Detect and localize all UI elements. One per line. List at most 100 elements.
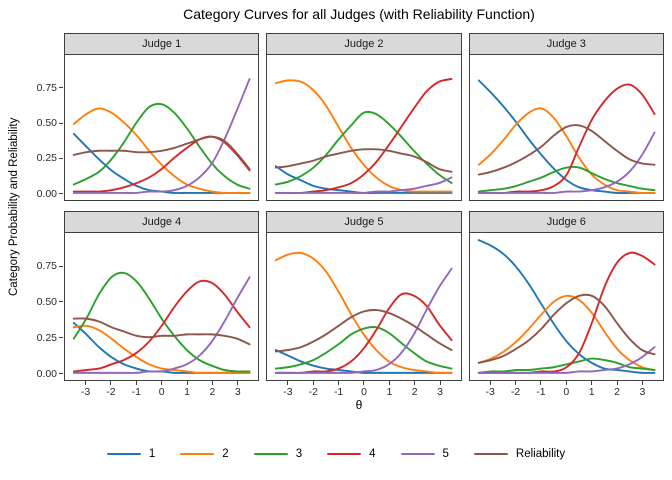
curve-judge-3-reliability — [477, 124, 656, 176]
panel-judge-6-canvas — [477, 239, 656, 374]
curve-judge-5-2 — [275, 251, 453, 374]
y-tick-mark — [59, 122, 63, 124]
x-tick-mark — [363, 381, 365, 385]
x-tick-label: -3 — [283, 386, 293, 398]
x-tick-mark — [338, 381, 340, 385]
x-tick-label: 1 — [386, 386, 393, 398]
facet-strip-judge-4: Judge 4 — [64, 211, 260, 233]
x-tick-label: 3 — [639, 386, 646, 398]
y-tick-mark — [59, 337, 63, 339]
facet-strip-judge-1: Judge 1 — [64, 33, 260, 55]
legend-item-1: 1 — [106, 448, 156, 460]
y-tick-label: 0.50 — [36, 117, 57, 130]
panel-judge-6 — [468, 233, 664, 381]
curve-judge-1-3 — [72, 102, 251, 190]
legend: 1 2 3 4 5 Reliability — [0, 443, 672, 465]
x-tick-label: 0 — [361, 386, 367, 398]
y-tick-label: 0.25 — [36, 331, 57, 344]
curve-judge-6-reliability — [477, 293, 656, 364]
y-tick-mark — [59, 193, 63, 195]
curve-judge-5-3 — [275, 326, 453, 370]
panel-judge-1 — [64, 55, 260, 201]
x-tick-label: 3 — [437, 386, 444, 398]
curve-judge-3-3 — [477, 166, 656, 193]
y-tick-label: 0.75 — [36, 81, 57, 94]
facet-judge-6: Judge 6 — [468, 211, 664, 381]
y-tick-label: 0.00 — [36, 367, 57, 380]
x-tick-mark — [641, 381, 643, 385]
legend-line-swatch — [180, 452, 215, 456]
legend-item-2: 2 — [180, 448, 229, 460]
legend-label: 4 — [369, 448, 376, 460]
x-tick-mark — [161, 381, 163, 385]
curve-judge-2-reliability — [275, 148, 453, 173]
x-axis-title: θ — [355, 398, 363, 412]
panel-judge-2-canvas — [275, 78, 453, 194]
curve-judge-6-1 — [477, 239, 656, 374]
legend-item-4: 4 — [327, 448, 376, 460]
x-tick-mark — [312, 381, 314, 385]
curve-judge-4-5 — [72, 276, 251, 374]
legend-item-3: 3 — [253, 448, 303, 460]
curve-judge-4-4 — [72, 279, 251, 373]
facet-judge-3: Judge 3 — [468, 33, 664, 201]
curve-judge-4-2 — [72, 324, 251, 374]
curve-judge-4-reliability — [72, 317, 251, 346]
curve-judge-3-5 — [477, 131, 656, 194]
x-tick-mark — [211, 381, 213, 385]
x-tick-mark — [186, 381, 188, 385]
curve-judge-5-reliability — [275, 309, 453, 353]
x-tick-label: 2 — [209, 386, 216, 398]
legend-line-swatch — [400, 452, 435, 456]
curve-judge-2-1 — [275, 165, 453, 194]
x-tick-label: -2 — [106, 386, 116, 398]
curve-judge-1-2 — [72, 107, 251, 194]
legend-label: Reliability — [515, 448, 566, 460]
legend-line-swatch — [253, 452, 288, 456]
y-tick-mark — [59, 87, 63, 89]
curve-judge-1-reliability — [72, 135, 251, 170]
x-tick-label: 0 — [158, 386, 165, 398]
curve-judge-2-5 — [275, 176, 453, 194]
legend-line-swatch — [473, 452, 508, 456]
facet-strip-judge-5: Judge 5 — [266, 211, 462, 233]
x-tick-mark — [287, 381, 289, 385]
y-tick-mark — [59, 265, 63, 267]
x-tick-label: 3 — [234, 386, 241, 398]
x-tick-label: -3 — [80, 386, 91, 398]
panel-judge-5-canvas — [275, 251, 453, 374]
x-tick-label: 2 — [411, 386, 418, 398]
legend-line-swatch — [106, 452, 141, 456]
chart-title: Category Curves for all Judges (with Rel… — [183, 6, 535, 22]
x-tick-mark — [439, 381, 441, 385]
panel-judge-4-canvas — [72, 271, 251, 374]
panel-judge-3 — [468, 55, 664, 201]
panel-judge-5 — [266, 233, 462, 381]
legend-label: 3 — [295, 448, 303, 460]
x-tick-label: 1 — [184, 386, 190, 398]
x-tick-mark — [565, 381, 567, 385]
x-tick-mark — [591, 381, 593, 385]
x-tick-label: -1 — [131, 386, 141, 398]
legend-label: 2 — [222, 448, 229, 460]
x-tick-mark — [540, 381, 542, 385]
facet-strip-judge-6: Judge 6 — [468, 211, 664, 233]
facet-judge-5: Judge 5 — [266, 211, 462, 381]
x-tick-label: -2 — [308, 386, 318, 398]
y-tick-mark — [59, 373, 63, 375]
legend-item-5: 5 — [400, 448, 449, 460]
legend-item-reliability: Reliability — [473, 448, 566, 460]
curve-judge-6-5 — [477, 346, 656, 374]
legend-label: 1 — [148, 448, 156, 460]
curve-judge-5-5 — [275, 267, 453, 374]
x-tick-label: -1 — [333, 386, 344, 398]
facet-strip-judge-3: Judge 3 — [468, 33, 664, 55]
panel-judge-2 — [266, 55, 462, 201]
x-tick-label: 2 — [614, 386, 620, 398]
y-tick-mark — [59, 301, 63, 303]
facet-judge-2: Judge 2 — [266, 33, 462, 201]
facet-judge-1: Judge 1 — [64, 33, 260, 201]
x-tick-mark — [85, 381, 87, 385]
facet-strip-judge-2: Judge 2 — [266, 33, 462, 55]
